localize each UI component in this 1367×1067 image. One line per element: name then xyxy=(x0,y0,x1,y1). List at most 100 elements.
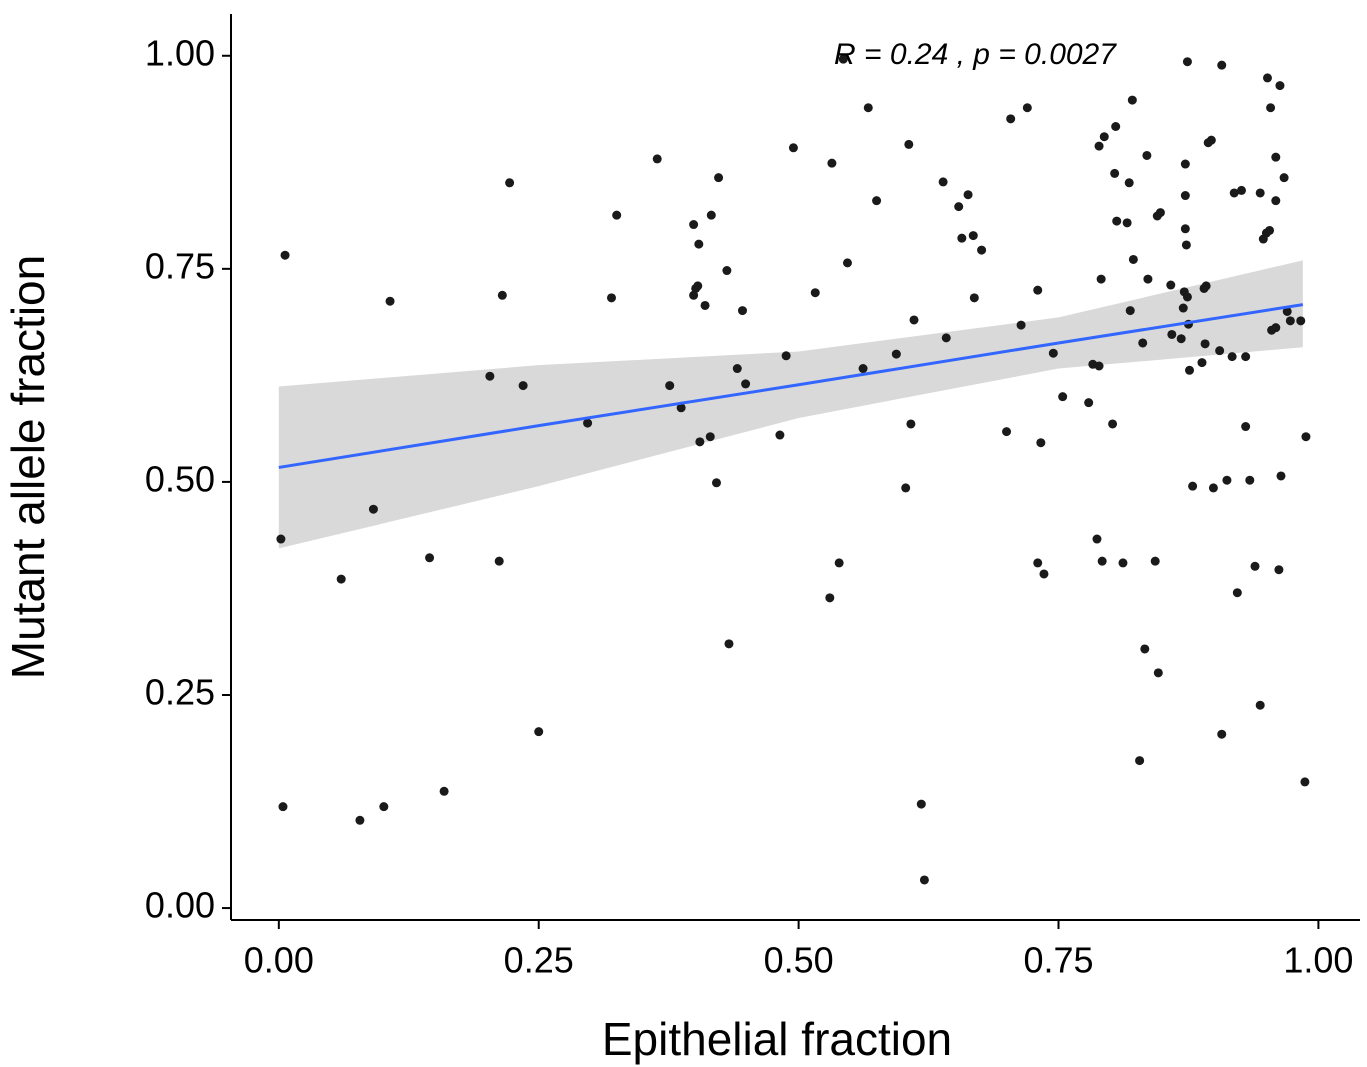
point xyxy=(1125,306,1135,316)
point xyxy=(1112,216,1122,226)
point xyxy=(612,210,622,220)
point xyxy=(1276,471,1286,481)
y-tick-label: 0.00 xyxy=(145,885,215,926)
point xyxy=(838,54,848,64)
point xyxy=(485,371,495,381)
point xyxy=(1122,218,1132,228)
point xyxy=(1002,427,1012,437)
point xyxy=(368,504,378,514)
point xyxy=(1300,777,1310,787)
point xyxy=(1285,316,1295,326)
point xyxy=(1217,729,1227,739)
point xyxy=(1176,334,1186,344)
point xyxy=(1135,756,1145,766)
x-axis-title: Epithelial fraction xyxy=(602,1013,952,1065)
point xyxy=(906,419,916,429)
point xyxy=(1217,60,1227,70)
point xyxy=(1181,240,1191,250)
point xyxy=(1241,422,1251,432)
point xyxy=(665,381,675,391)
point xyxy=(825,593,835,603)
point xyxy=(842,258,852,268)
point xyxy=(1282,306,1292,316)
point xyxy=(1200,339,1210,349)
point xyxy=(385,296,395,306)
point xyxy=(1265,225,1275,235)
point xyxy=(1182,292,1192,302)
point xyxy=(1153,668,1163,678)
point xyxy=(863,103,873,113)
point xyxy=(901,483,911,493)
point xyxy=(606,293,616,303)
point xyxy=(1124,178,1134,188)
point xyxy=(1215,346,1225,356)
x-tick-label: 0.75 xyxy=(1023,940,1093,981)
point xyxy=(732,364,742,374)
point xyxy=(336,574,346,584)
point xyxy=(1301,432,1311,442)
point xyxy=(1096,274,1106,284)
annotation: R = 0.24 , p = 0.0027 xyxy=(834,38,1117,71)
point xyxy=(1180,191,1190,201)
point xyxy=(276,534,286,544)
point xyxy=(1155,208,1165,218)
x-tick-label: 1.00 xyxy=(1283,940,1353,981)
point xyxy=(1275,81,1285,91)
point xyxy=(919,875,929,885)
point xyxy=(693,281,703,291)
point xyxy=(722,266,732,276)
point xyxy=(505,178,515,188)
point xyxy=(1022,103,1032,113)
point xyxy=(1167,329,1177,339)
point xyxy=(705,432,715,442)
point xyxy=(916,799,926,809)
point xyxy=(1142,150,1152,160)
point xyxy=(497,290,507,300)
point xyxy=(1128,254,1138,264)
point xyxy=(1108,419,1118,429)
point xyxy=(1222,475,1232,485)
point xyxy=(1140,644,1150,654)
point xyxy=(1296,316,1306,326)
point xyxy=(711,478,721,488)
point xyxy=(1255,188,1265,198)
point xyxy=(1094,361,1104,371)
point xyxy=(1201,281,1211,291)
point xyxy=(1138,338,1148,348)
point xyxy=(1143,274,1153,284)
point xyxy=(1033,285,1043,295)
x-tick-label: 0.25 xyxy=(504,940,574,981)
point xyxy=(1279,173,1289,183)
point xyxy=(1266,103,1276,113)
point xyxy=(1092,534,1102,544)
point xyxy=(1016,320,1026,330)
point xyxy=(737,306,747,316)
point xyxy=(439,786,449,796)
point xyxy=(1229,188,1239,198)
point xyxy=(827,158,837,168)
point xyxy=(583,418,593,428)
confidence-band xyxy=(278,260,1303,549)
y-tick-label: 0.75 xyxy=(145,245,215,286)
point xyxy=(1099,132,1109,142)
y-axis-title: Mutant allele fraction xyxy=(2,255,54,679)
point xyxy=(1255,700,1265,710)
point xyxy=(968,231,978,241)
point xyxy=(1178,303,1188,313)
point xyxy=(1118,558,1128,568)
point xyxy=(1084,398,1094,408)
point xyxy=(1188,481,1198,491)
point xyxy=(518,381,528,391)
y-tick-label: 0.25 xyxy=(145,672,215,713)
point xyxy=(954,202,964,212)
point xyxy=(1058,392,1068,402)
point xyxy=(1180,159,1190,169)
point xyxy=(810,288,820,298)
point xyxy=(1241,352,1251,362)
point xyxy=(689,290,699,300)
point xyxy=(775,430,785,440)
point xyxy=(1006,114,1016,124)
point xyxy=(652,154,662,164)
point xyxy=(1039,569,1049,579)
